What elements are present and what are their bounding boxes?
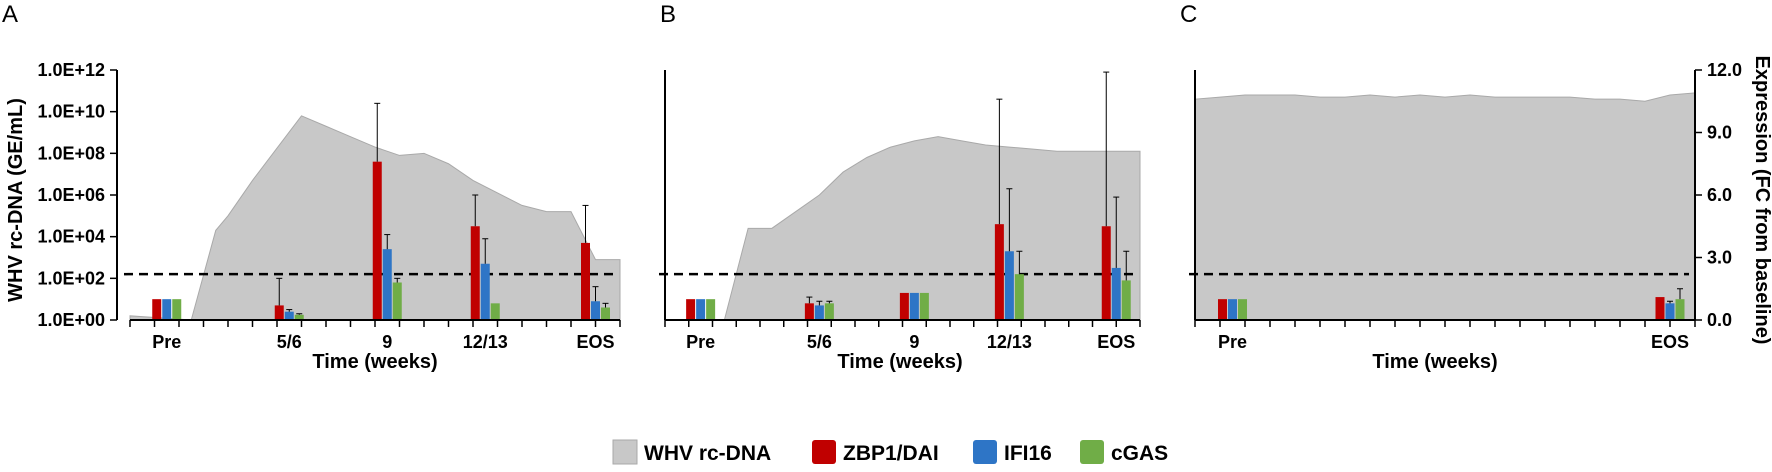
panel-b-bar-ifi16-3 [1004, 251, 1014, 320]
panel-c-bar-cgas-0 [1238, 299, 1247, 320]
panel-b: Pre 5/6 9 12/13 EOS [659, 70, 1141, 352]
panel-a-y-tick-label-left-5: 1.0E+10 [37, 102, 105, 122]
panel-b-bar-ifi16-4 [1111, 267, 1121, 320]
panel-a-bar-ifi16-3 [480, 263, 490, 320]
panel-b-x-tick-label-1: 5/6 [807, 332, 832, 352]
panel-a-bar-cgas-0 [172, 299, 182, 320]
legend-label-zbp1-dai: ZBP1/DAI [843, 442, 939, 465]
panel-b-bar-zbp1-dai-2 [899, 292, 909, 320]
panel-c-y-tick-label-right-3: 9.0 [1707, 123, 1732, 143]
legend-swatch-zbp1-dai [812, 440, 836, 464]
panel-c-area-whv-rc-dna [1194, 92, 1696, 321]
legend-item-zbp1-dai: ZBP1/DAI [812, 440, 939, 465]
panel-a-bar-zbp1-dai-2 [372, 161, 382, 320]
panel-c-bar-zbp1-dai-0 [1218, 299, 1227, 320]
panel-c: Pre EOS 0.0 3.0 6.0 9.0 12.0 [1189, 60, 1742, 352]
panel-a-y-tick-label-left-3: 1.0E+06 [37, 185, 105, 205]
panel-b-bar-cgas-1 [824, 303, 834, 320]
panel-a-bar-zbp1-dai-0 [152, 299, 162, 320]
panel-b-x-tick-label-2: 9 [909, 332, 919, 352]
panel-a-bar-cgas-1 [294, 314, 304, 320]
panel-b-bar-zbp1-dai-4 [1101, 226, 1111, 320]
panel-a-x-tick-label-0: Pre [152, 332, 181, 352]
panel-b-bar-zbp1-dai-3 [994, 224, 1004, 320]
panel-a-bar-cgas-2 [392, 282, 402, 320]
x-axis-title-c: Time (weeks) [1372, 351, 1497, 373]
panel-c-y-tick-label-right-4: 12.0 [1707, 60, 1742, 80]
panel-c-x-tick-label-1: EOS [1651, 332, 1689, 352]
panel-b-bar-cgas-0 [706, 299, 716, 320]
panel-a-y-tick-label-left-1: 1.0E+02 [37, 268, 105, 288]
panel-a-x-tick-label-3: 12/13 [463, 332, 508, 352]
panel-a-bar-ifi16-4 [591, 301, 600, 320]
legend-item-cgas: cGAS [1080, 440, 1168, 465]
panel-b-bar-cgas-3 [1014, 274, 1024, 320]
panel-c-y-tick-label-right-0: 0.0 [1707, 310, 1732, 330]
panel-a-bar-ifi16-0 [162, 299, 172, 320]
panel-b-x-tick-label-0: Pre [686, 332, 715, 352]
panel-a-bar-cgas-4 [601, 307, 610, 320]
panel-b-bar-ifi16-2 [909, 292, 919, 320]
panel-c-y-tick-label-right-2: 6.0 [1707, 185, 1732, 205]
legend-swatch-ifi16 [973, 440, 997, 464]
legend-label-whv-rc-dna: WHV rc-DNA [644, 442, 771, 465]
panel-a-bar-ifi16-2 [382, 249, 392, 320]
panel-a-bar-zbp1-dai-4 [581, 242, 590, 320]
panel-a-bar-zbp1-dai-3 [470, 226, 480, 320]
panel-c-y-tick-label-right-1: 3.0 [1707, 248, 1732, 268]
x-axis-title-b: Time (weeks) [837, 351, 962, 373]
legend-item-ifi16: IFI16 [973, 440, 1052, 465]
panel-c-bar-ifi16-0 [1228, 299, 1237, 320]
panel-a: Pre 5/6 9 12/13 EOS 1.0E+00 1.0E+02 1.0E+04 1.0E… [37, 60, 621, 352]
panel-b-x-tick-label-4: EOS [1097, 332, 1135, 352]
panel-a-y-tick-label-left-2: 1.0E+04 [37, 227, 105, 247]
panel-a-bar-ifi16-1 [284, 311, 294, 320]
panel-b-bar-ifi16-0 [696, 299, 706, 320]
panel-a-x-tick-label-1: 5/6 [277, 332, 302, 352]
legend-label-ifi16: IFI16 [1004, 442, 1052, 465]
y-axis-title-left: WHV rc-DNA (GE/mL) [5, 98, 27, 302]
panel-a-bar-zbp1-dai-1 [274, 305, 284, 320]
panel-c-x-tick-label-0: Pre [1218, 332, 1247, 352]
panel-label-c: C [1180, 1, 1197, 28]
panel-a-x-tick-label-4: EOS [576, 332, 614, 352]
panel-b-bar-zbp1-dai-1 [804, 303, 814, 320]
legend-swatch-whv-rc-dna [612, 439, 638, 465]
panel-b-bar-cgas-2 [919, 292, 929, 320]
x-axis-title-a: Time (weeks) [312, 351, 437, 373]
panel-a-bar-cgas-3 [490, 303, 500, 320]
panel-b-x-tick-label-3: 12/13 [987, 332, 1032, 352]
panel-b-bar-zbp1-dai-0 [686, 299, 696, 320]
panel-c-bar-ifi16-1 [1665, 303, 1675, 320]
panel-c-bar-cgas-1 [1675, 299, 1685, 320]
legend: WHV rc-DNA ZBP1/DAI IFI16 cGAS [612, 439, 1168, 465]
panel-a-y-tick-label-left-6: 1.0E+12 [37, 60, 105, 80]
panel-label-b: B [660, 1, 676, 28]
y-axis-title-right: Expression (FC from baseline) [1751, 56, 1772, 345]
panel-b-bar-cgas-4 [1121, 280, 1131, 320]
legend-label-cgas: cGAS [1111, 442, 1168, 465]
panel-c-bar-zbp1-dai-1 [1655, 297, 1665, 320]
panel-a-y-tick-label-left-0: 1.0E+00 [37, 310, 105, 330]
panel-b-area-whv-rc-dna [665, 136, 1141, 321]
legend-swatch-cgas [1080, 440, 1104, 464]
panel-a-y-tick-label-left-4: 1.0E+08 [37, 143, 105, 163]
panel-label-a: A [2, 1, 18, 28]
panel-a-x-tick-label-2: 9 [382, 332, 392, 352]
legend-item-whv-rc-dna: WHV rc-DNA [612, 439, 771, 465]
panel-b-bar-ifi16-1 [814, 305, 824, 320]
